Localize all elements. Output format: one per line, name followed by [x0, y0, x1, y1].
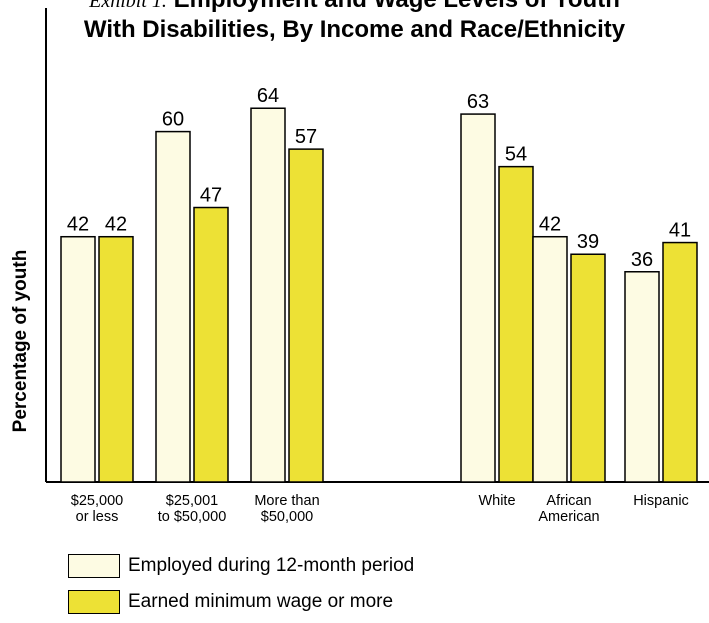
chart-title-line-2: With Disabilities, By Income and Race/Et…: [83, 16, 626, 43]
x-tick-label-1-0: $25,001: [166, 493, 218, 509]
data-label-employed-4: 42: [539, 214, 561, 236]
legend-item-wage: Earned minimum wage or more: [68, 587, 414, 617]
bar-employed-5: [624, 271, 660, 483]
bar-wage-2: [288, 148, 324, 483]
chart-title-main: Employment and Wage Levels of Youth: [174, 0, 620, 13]
bar-employed-1: [155, 130, 191, 483]
bar-wage-0: [98, 235, 134, 483]
data-label-employed-0: 42: [67, 214, 89, 236]
data-label-wage-4: 39: [577, 231, 599, 253]
legend-label-employed: Employed during 12-month period: [128, 555, 415, 576]
data-label-employed-2: 64: [257, 85, 279, 107]
data-label-employed-3: 63: [467, 91, 489, 113]
data-label-wage-5: 41: [669, 220, 691, 242]
x-tick-label-1-1: to $50,000: [158, 509, 227, 525]
x-tick-label-4-0: African: [546, 493, 591, 509]
bars: 42 42 60 47 64 57 63 54 42 39 36 41: [60, 85, 698, 483]
bar-employed-3: [460, 113, 496, 483]
legend-label-wage: Earned minimum wage or more: [128, 591, 394, 612]
x-tick-label-0-0: $25,000: [71, 493, 123, 509]
x-tick-label-4-1: American: [538, 509, 599, 525]
bar-employed-0: [60, 235, 96, 483]
x-tick-label-5-0: Hispanic: [633, 493, 689, 509]
exhibit-prefix: Exhibit 1.: [89, 0, 167, 12]
bar-wage-1: [193, 206, 229, 483]
legend-swatch-wage: [68, 590, 120, 614]
x-tick-label-0-1: or less: [76, 509, 119, 525]
x-tick-label-2-0: More than: [254, 493, 319, 509]
bar-wage-5: [662, 241, 698, 483]
bar-wage-3: [498, 165, 534, 483]
legend-item-employed: Employed during 12-month period: [68, 551, 414, 581]
bar-employed-2: [250, 107, 286, 483]
data-label-employed-5: 36: [631, 249, 653, 271]
bar-wage-4: [570, 253, 606, 483]
data-label-wage-1: 47: [200, 185, 222, 207]
x-tick-label-3-0: White: [478, 493, 515, 509]
bar-employed-4: [532, 235, 568, 483]
data-label-employed-1: 60: [162, 109, 184, 131]
legend-swatch-employed: [68, 554, 120, 578]
x-tick-label-2-1: $50,000: [261, 509, 313, 525]
data-label-wage-0: 42: [105, 214, 127, 236]
legend: Employed during 12-month period Earned m…: [68, 551, 414, 623]
y-axis-label: Percentage of youth: [10, 250, 31, 433]
chart-title-line-1: Exhibit 1. Employment and Wage Levels of…: [0, 0, 709, 14]
data-label-wage-2: 57: [295, 126, 317, 148]
data-label-wage-3: 54: [505, 144, 527, 166]
